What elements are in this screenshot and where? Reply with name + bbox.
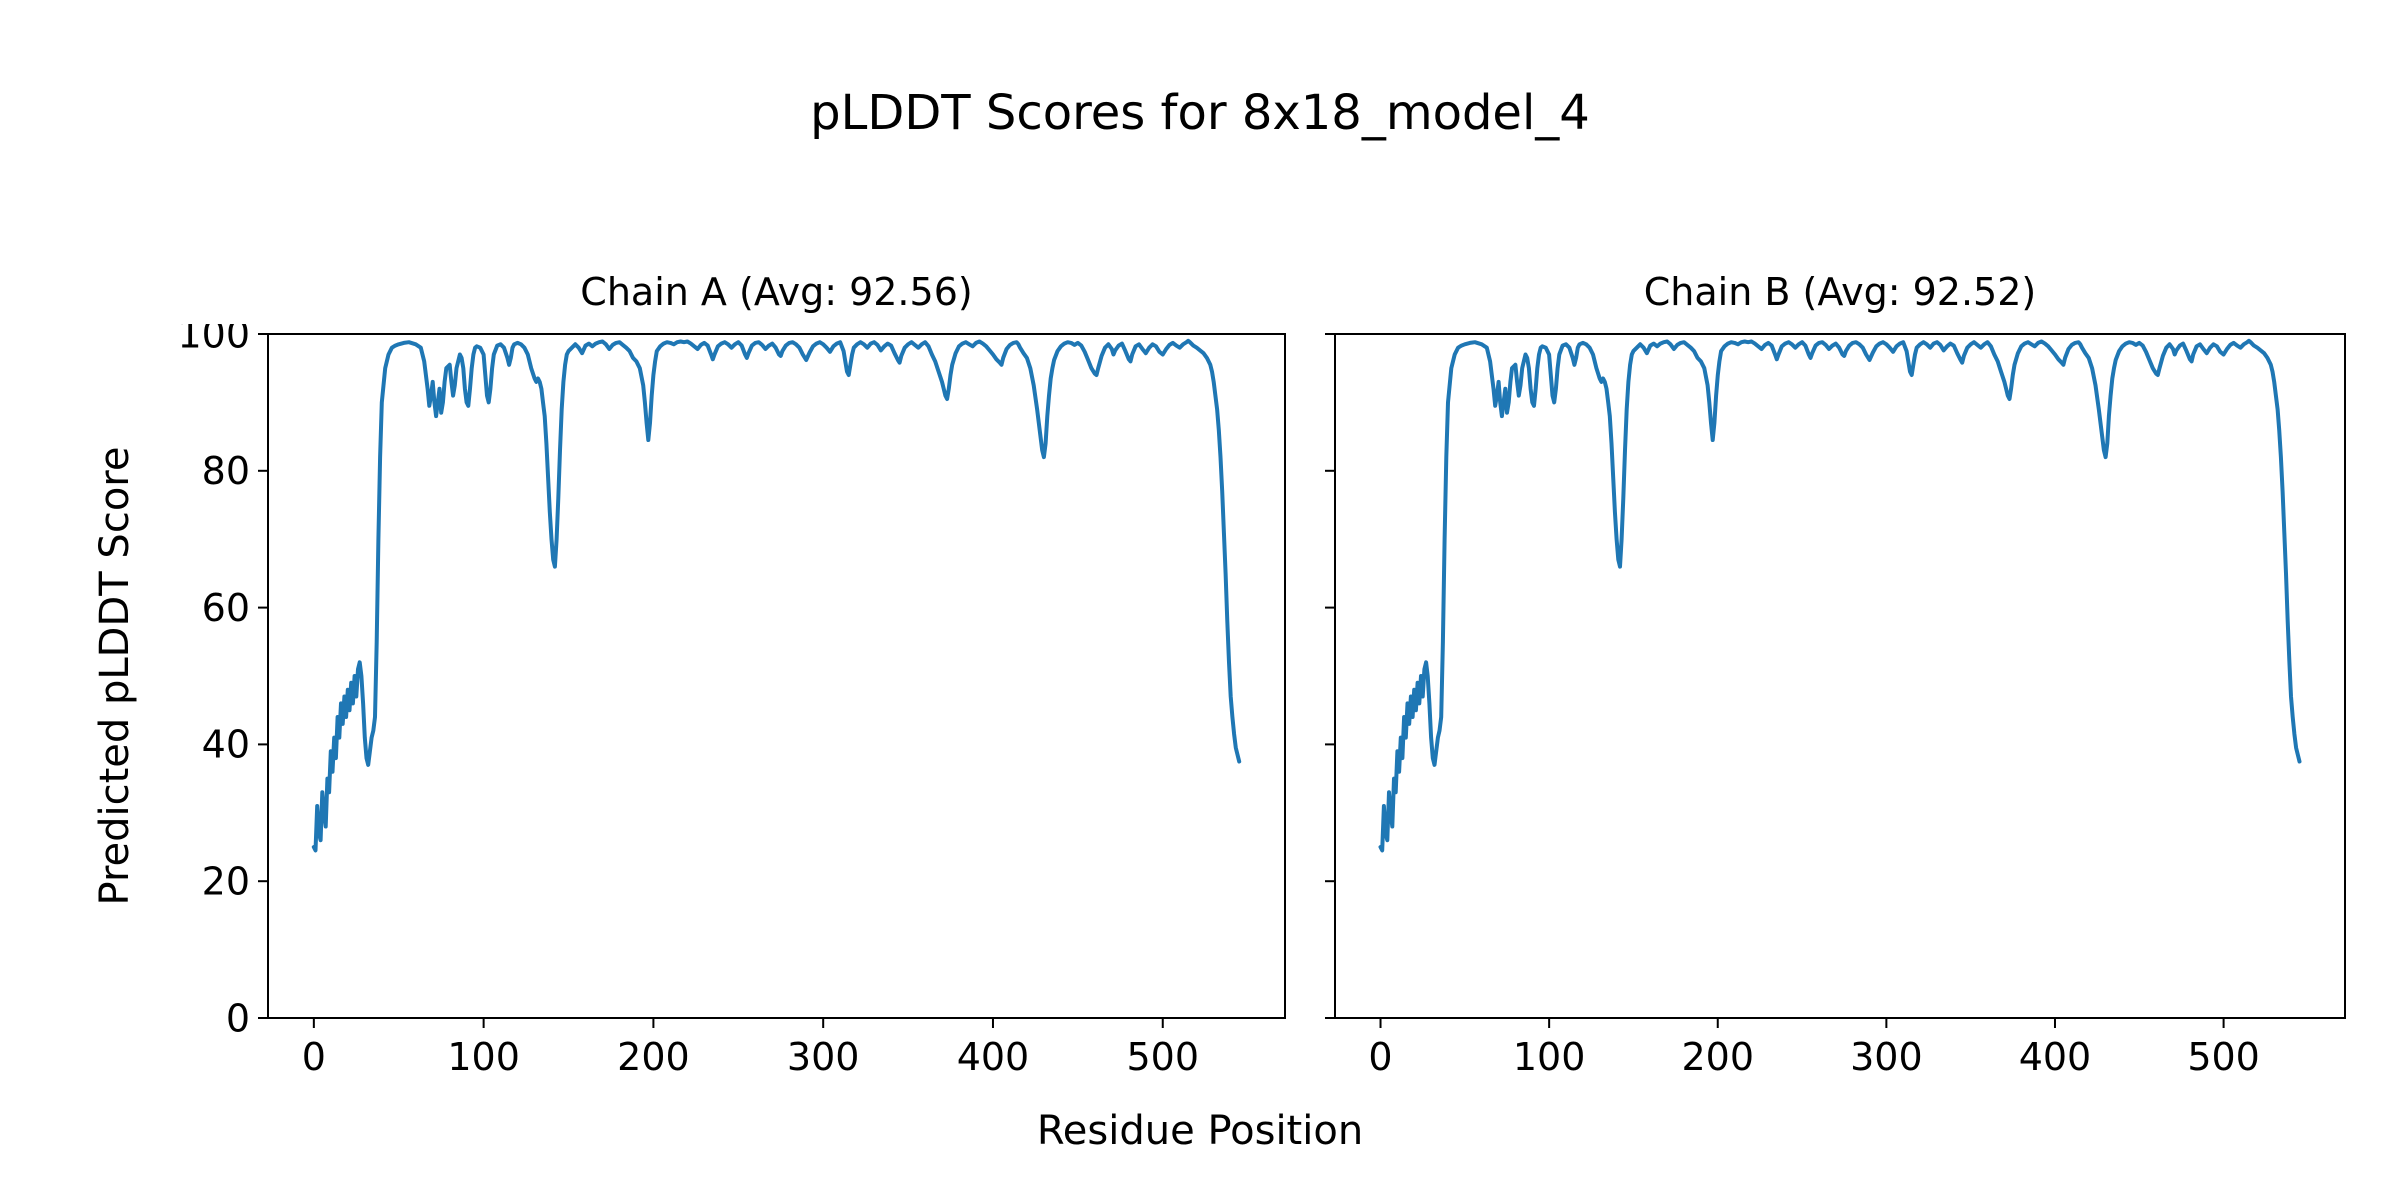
x-tick-label: 200 (617, 1035, 690, 1079)
x-tick-label: 0 (302, 1035, 326, 1079)
figure-title: pLDDT Scores for 8x18_model_4 (810, 85, 1590, 141)
axes-frame (267, 333, 1286, 1019)
y-tick-label: 80 (202, 449, 250, 493)
plddt-line-chain-b (1378, 338, 2302, 853)
x-tick-label: 400 (957, 1035, 1030, 1079)
subplot-title-chain-a: Chain A (Avg: 92.56) (580, 270, 973, 314)
subplot-title-chain-b: Chain B (Avg: 92.52) (1643, 270, 2037, 314)
chain-b-plot: 0 100 200 300 400 500 (1325, 333, 2346, 1079)
y-tick-label: 20 (202, 860, 250, 904)
x-axis-label: Residue Position (1036, 1108, 1364, 1154)
y-tick-label: 60 (202, 586, 250, 630)
x-tick-label: 300 (787, 1035, 860, 1079)
x-tick-label: 100 (447, 1035, 520, 1079)
x-tick-label: 400 (2019, 1035, 2092, 1079)
x-tick-label: 500 (2187, 1035, 2260, 1079)
chain-a-plot: 0 20 40 60 80 100 0 100 200 300 400 500 (177, 324, 1286, 1079)
x-tick-label: 500 (1126, 1035, 1199, 1079)
plddt-line-chain-a (311, 338, 1242, 853)
x-tick-label: 200 (1681, 1035, 1754, 1079)
x-tick-label: 0 (1368, 1035, 1392, 1079)
y-axis-label: Predicted pLDDT Score (92, 446, 138, 906)
y-tick-label: 100 (177, 324, 250, 356)
x-tick-label: 100 (1513, 1035, 1586, 1079)
axes-frame (1334, 333, 2346, 1019)
y-tick-label: 40 (202, 723, 250, 767)
x-tick-label: 300 (1850, 1035, 1923, 1079)
y-tick-label: 0 (226, 996, 250, 1040)
